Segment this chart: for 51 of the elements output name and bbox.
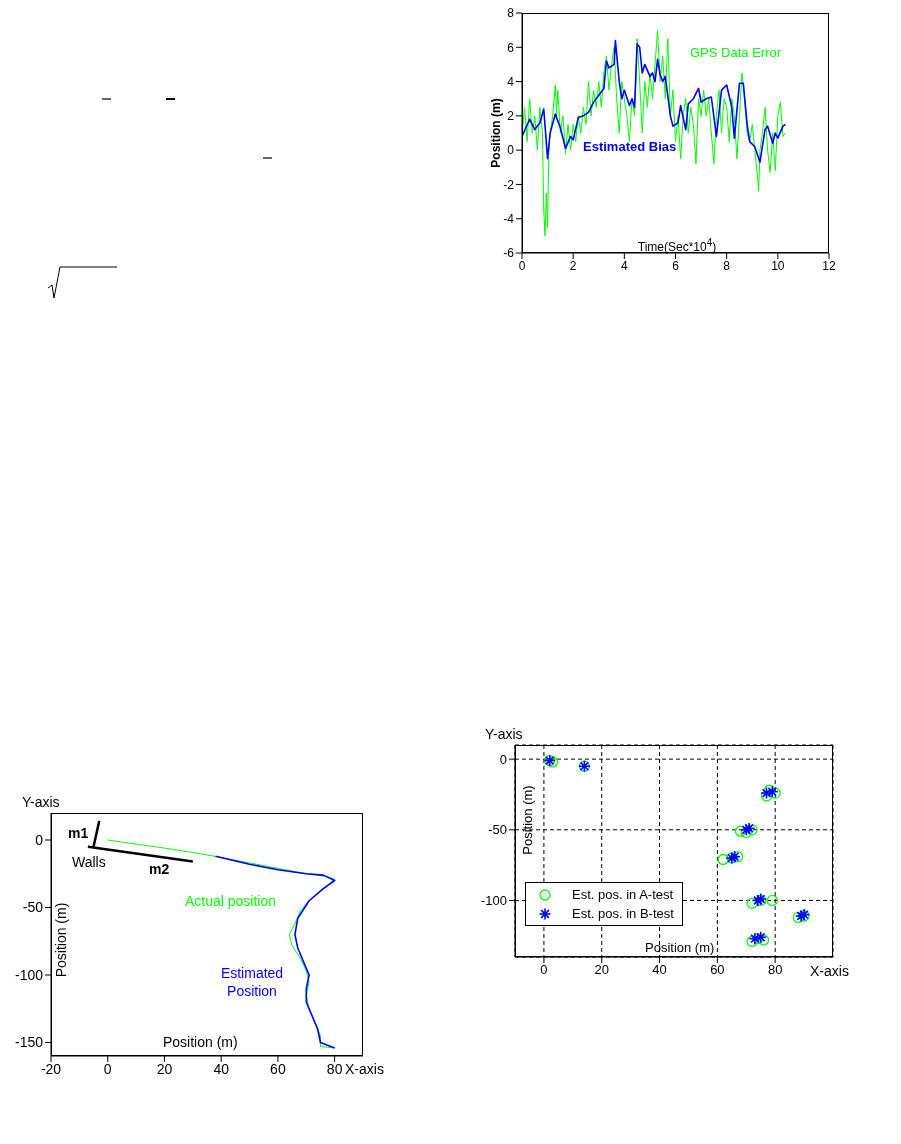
annotation: Walls: [72, 854, 106, 870]
x-tick-label: 2: [569, 258, 577, 273]
y-axis-title: Position (m): [489, 98, 503, 168]
x-tick-label: -20: [40, 1060, 62, 1077]
y-tick-label: -4: [503, 211, 515, 226]
legend-label: Est. pos. in B-test: [572, 905, 674, 923]
x-tick-label: 80: [767, 962, 783, 978]
x-axis-title: Position (m): [645, 940, 715, 955]
y-tick-label: 0: [507, 143, 515, 158]
y-tick-label: 0: [499, 751, 507, 767]
x-tick-label: 0: [518, 258, 526, 273]
x-tick-label: 6: [672, 258, 680, 273]
y-tick-label: 6: [507, 40, 515, 55]
x-tick-label: 8: [723, 258, 731, 273]
y-tick-label: 4: [507, 74, 515, 89]
x-tick-label: 10: [771, 258, 785, 273]
series-label: Estimated Bias: [583, 139, 677, 156]
legend-label: Est. pos. in A-test: [572, 886, 674, 904]
text: Y-axis: [485, 726, 523, 742]
series-label: m2: [149, 860, 170, 879]
x-tick-label: 60: [710, 962, 725, 978]
text: X-axis: [345, 1061, 384, 1077]
y-tick-label: -150: [14, 1034, 44, 1051]
x-tick-label: 0: [540, 962, 548, 978]
y-tick-label: -6: [503, 246, 515, 261]
series-label: Actual position: [185, 892, 277, 911]
x-tick-label: 20: [156, 1060, 173, 1077]
y-tick-label: 8: [507, 6, 515, 21]
x-axis-title: Position (m): [163, 1034, 238, 1050]
y-tick-label: -50: [22, 899, 44, 916]
x-tick-label: 12: [822, 258, 836, 273]
x-tick-label: 40: [652, 962, 667, 978]
y-tick-label: 0: [35, 831, 44, 848]
y-tick-label: -50: [488, 822, 507, 838]
x-tick-label: 80: [326, 1060, 343, 1077]
y-tick-label: -2: [503, 177, 515, 192]
y-tick-label: -100: [480, 893, 507, 909]
x-tick-label: 40: [213, 1060, 230, 1077]
text: Y-axis: [22, 794, 60, 810]
x-tick-label: 0: [103, 1060, 112, 1077]
y-tick-label: 2: [507, 109, 515, 124]
series-label: GPS Data Error: [690, 45, 782, 62]
text: X-axis: [810, 963, 849, 979]
y-axis-title: Position (m): [53, 902, 69, 978]
x-tick-label: 60: [270, 1060, 286, 1077]
x-tick-label: 4: [620, 258, 628, 273]
series-label: m1: [68, 824, 89, 843]
x-tick-label: 20: [594, 962, 609, 978]
y-tick-label: -100: [14, 966, 44, 983]
y-axis-title: Position (m): [519, 785, 535, 855]
series-label: Estimated Position: [219, 964, 285, 1001]
